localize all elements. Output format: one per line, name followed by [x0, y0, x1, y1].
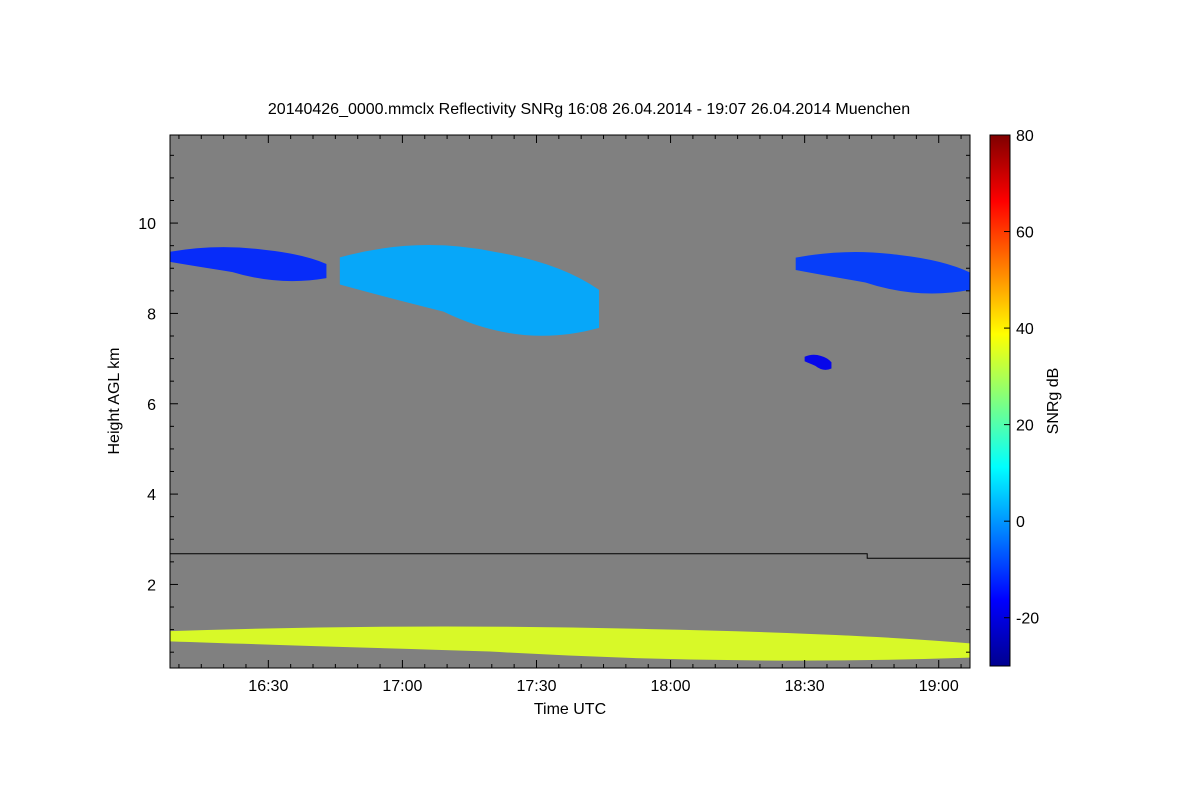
plot-background: [170, 135, 970, 668]
x-tick-label: 19:00: [919, 678, 959, 695]
reflectivity-field: [170, 245, 970, 661]
chart-title: 20140426_0000.mmclx Reflectivity SNRg 16…: [268, 101, 910, 118]
y-axis-label: Height AGL km: [106, 347, 123, 454]
layer-mid-cloud-patch: [804, 354, 832, 370]
y-tick-label: 4: [147, 487, 156, 504]
layer-upper-cloud-3: [795, 251, 970, 294]
x-axis: 16:30 17:00 17:30 18:00 18:30 19:00: [178, 135, 962, 695]
colorbar-tick-label: -20: [1016, 611, 1039, 628]
plot-frame: [169, 134, 971, 669]
x-tick-label: 18:00: [651, 678, 691, 695]
y-tick-label: 6: [147, 397, 156, 414]
colorbar-tick-label: 80: [1016, 128, 1034, 145]
x-tick-label: 17:30: [516, 678, 556, 695]
layer-upper-cloud-1: [170, 247, 327, 282]
colorbar-tick-label: 20: [1016, 418, 1034, 435]
x-tick-label: 18:30: [785, 678, 825, 695]
colorbar-tick-label: 0: [1016, 514, 1025, 531]
threshold-line: [170, 553, 970, 559]
y-tick-label: 10: [138, 216, 156, 233]
y-axis: 2 4 6 8 10: [138, 154, 970, 653]
x-tick-label: 16:30: [248, 678, 288, 695]
x-axis-label: Time UTC: [534, 701, 606, 718]
y-tick-label: 2: [147, 577, 156, 594]
layer-boundary-layer: [170, 626, 970, 661]
colorbar: [989, 134, 1011, 667]
colorbar-axis: -20 0 20 40 60 80: [1004, 128, 1039, 628]
colorbar-tick-label: 60: [1016, 225, 1034, 242]
y-tick-label: 8: [147, 306, 156, 323]
colorbar-tick-label: 40: [1016, 321, 1034, 338]
x-tick-label: 17:00: [382, 678, 422, 695]
colorbar-label: SNRg dB: [1045, 368, 1062, 435]
layer-upper-cloud-2: [339, 245, 600, 336]
